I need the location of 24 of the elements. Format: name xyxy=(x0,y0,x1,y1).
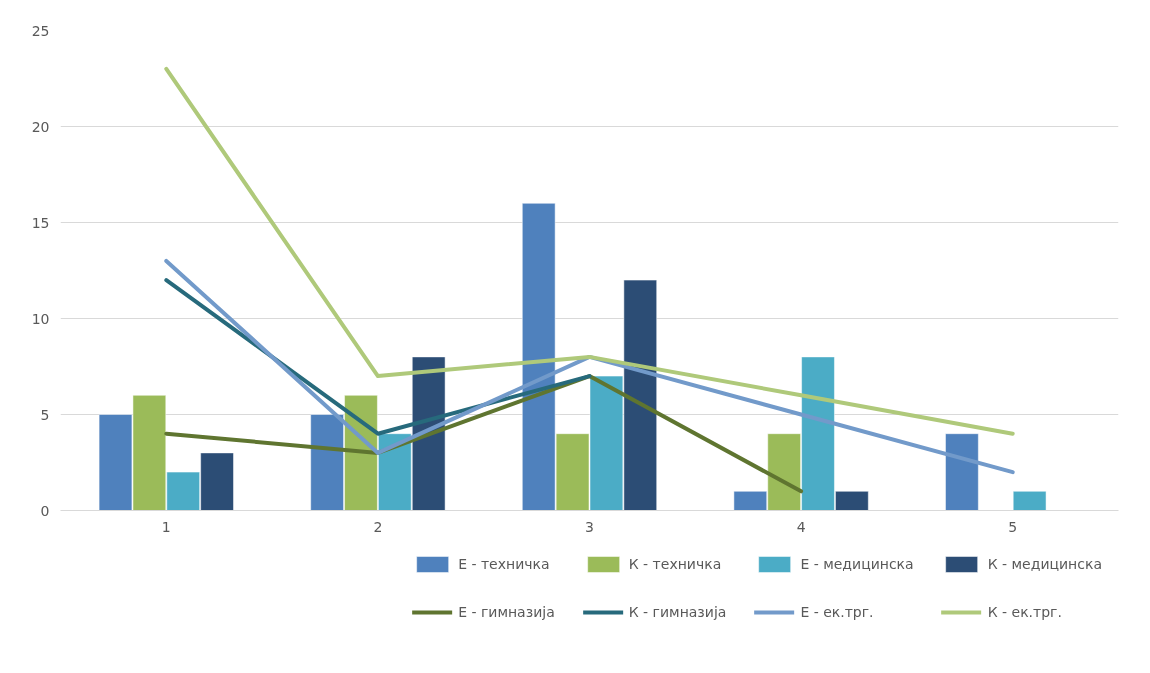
x-tick-label: 3 xyxy=(585,518,594,535)
legend-label: Е - ек.трг. xyxy=(800,604,874,620)
legend-label: Е - техничка xyxy=(458,556,550,572)
line-series xyxy=(164,258,1015,475)
line-series xyxy=(164,66,1015,436)
y-tick-label: 15 xyxy=(31,214,50,231)
y-tick-label: 25 xyxy=(31,22,50,39)
bar xyxy=(945,433,979,511)
legend-label: Е - медицинска xyxy=(800,556,914,572)
y-tick-label: 0 xyxy=(40,502,50,519)
x-tick-label: 1 xyxy=(161,518,171,535)
y-tick-label: 5 xyxy=(40,406,50,423)
legend-label: Е - гимназија xyxy=(458,604,555,620)
y-tick-label: 10 xyxy=(31,310,50,327)
legend-label: К - техничка xyxy=(628,556,722,572)
legend-label: К - гимназија xyxy=(628,604,727,620)
bar xyxy=(1012,491,1047,511)
y-tick-label: 20 xyxy=(31,118,50,135)
legend-label: К - ек.трг. xyxy=(987,604,1062,620)
x-tick-label: 5 xyxy=(1008,518,1018,535)
legend-label: К - медицинска xyxy=(987,556,1102,572)
x-tick-label: 2 xyxy=(373,518,383,535)
x-tick-label: 4 xyxy=(796,518,806,535)
line-series xyxy=(164,374,804,494)
